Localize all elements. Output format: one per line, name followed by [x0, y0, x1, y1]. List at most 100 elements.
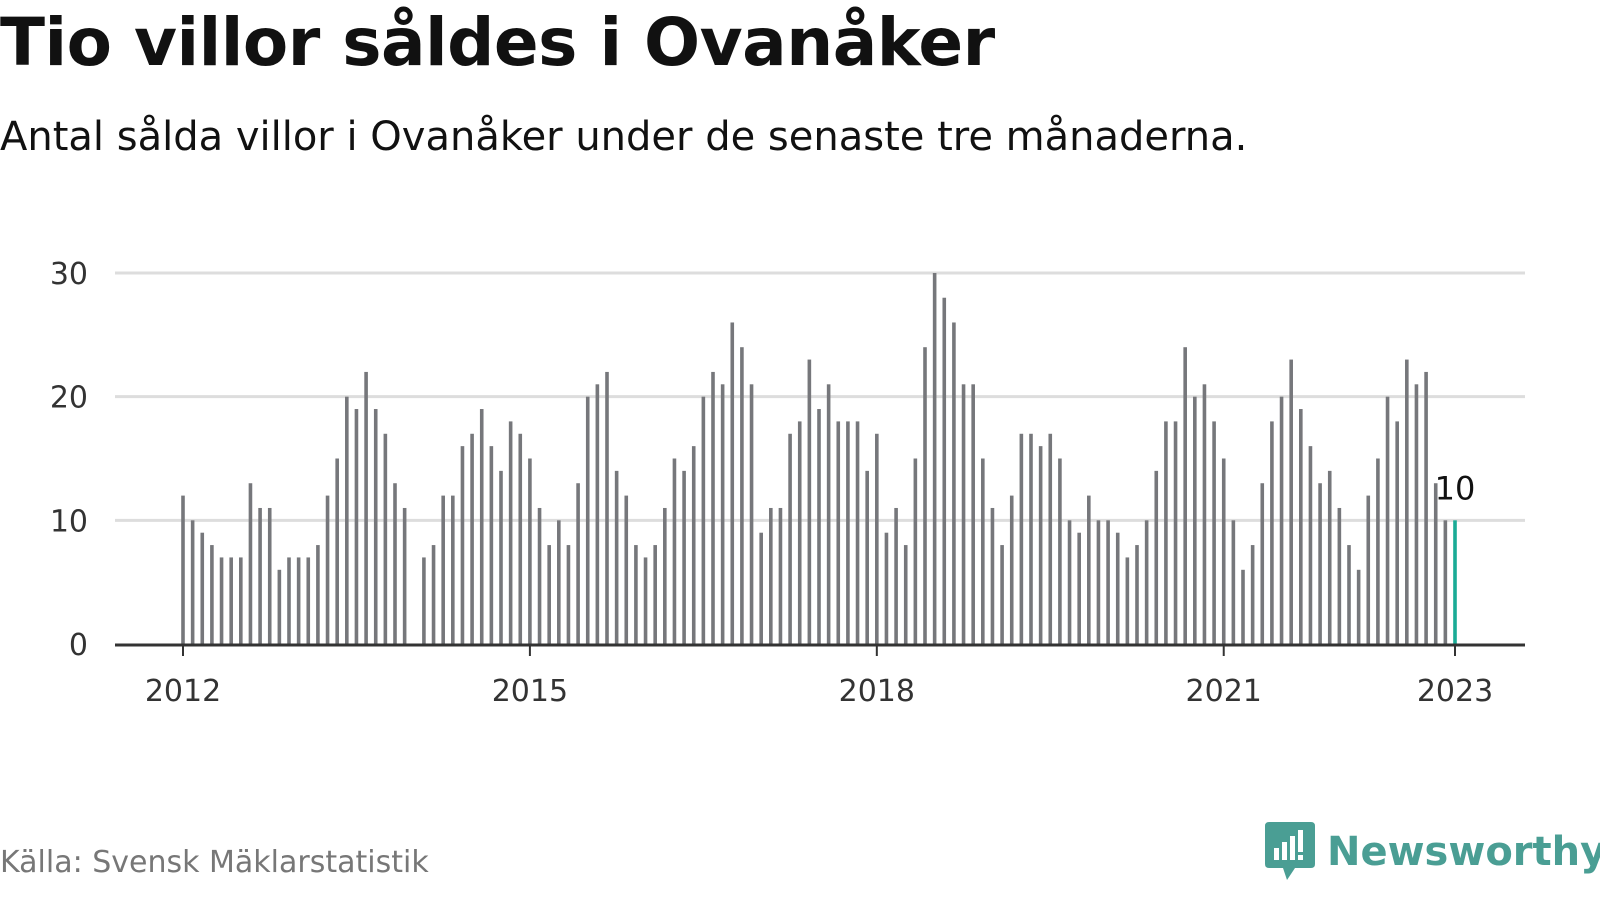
bar	[248, 483, 253, 644]
bar	[1154, 470, 1159, 644]
bar	[267, 507, 272, 644]
bar	[1077, 532, 1081, 644]
bar	[663, 507, 667, 644]
bar	[508, 421, 513, 644]
bar	[1433, 483, 1438, 644]
bar	[258, 507, 262, 644]
bar	[942, 297, 947, 644]
data-label-latest: 10	[1435, 469, 1476, 507]
x-tick-label: 2021	[1186, 674, 1262, 709]
bar	[682, 470, 686, 644]
bar	[306, 557, 311, 644]
bar	[653, 545, 657, 644]
bar	[1356, 569, 1361, 644]
bar	[335, 458, 339, 644]
bar	[431, 545, 436, 644]
bar	[778, 507, 783, 644]
bar	[219, 557, 224, 644]
y-tick-label: 0	[69, 628, 88, 663]
bar	[585, 396, 590, 644]
bar	[797, 421, 802, 644]
x-tick-label: 2018	[839, 674, 915, 709]
bar	[1405, 359, 1409, 644]
bar	[1347, 545, 1351, 644]
bar	[296, 557, 301, 644]
bar	[364, 371, 368, 644]
bar	[373, 409, 378, 644]
bar	[614, 470, 619, 644]
bar	[210, 545, 214, 644]
bar	[1231, 520, 1236, 644]
bar	[1087, 495, 1091, 644]
bar	[788, 433, 792, 644]
bar	[730, 322, 735, 644]
bar	[499, 470, 503, 644]
bar	[1183, 347, 1187, 644]
y-tick-label: 10	[50, 504, 88, 539]
bar	[711, 371, 715, 644]
bar	[1000, 545, 1004, 644]
bar	[518, 433, 523, 644]
bar	[634, 545, 638, 644]
brand-name: Newsworthy	[1327, 829, 1600, 875]
bar	[1212, 421, 1216, 644]
y-tick-label: 20	[50, 381, 88, 416]
bar	[817, 409, 821, 644]
bar	[1279, 396, 1284, 644]
bar	[537, 507, 542, 644]
bar	[1424, 371, 1428, 644]
x-tick-label: 2023	[1417, 674, 1493, 709]
bar	[894, 507, 898, 644]
bar	[1048, 433, 1053, 644]
bar	[229, 557, 233, 644]
bar	[990, 507, 995, 644]
bar	[855, 421, 860, 644]
bar	[720, 384, 725, 644]
bar	[749, 384, 754, 644]
bar	[1058, 458, 1062, 644]
bar	[479, 409, 484, 644]
bar	[913, 458, 918, 644]
source-note: Källa: Svensk Mäklarstatistik	[0, 845, 429, 880]
bar	[1327, 470, 1332, 644]
bar	[1337, 507, 1342, 644]
bar	[277, 569, 282, 644]
bar	[740, 347, 744, 644]
bar	[239, 557, 243, 644]
bar	[981, 458, 985, 644]
bar	[691, 446, 696, 644]
bar	[190, 520, 195, 644]
bar	[1202, 384, 1207, 644]
bar	[643, 557, 648, 644]
x-tick-label: 2012	[145, 674, 221, 709]
bar-chart-speech-bubble-icon	[1265, 822, 1315, 880]
bar	[470, 433, 474, 644]
bar	[1414, 384, 1419, 644]
bar	[932, 273, 937, 644]
bar	[971, 384, 975, 644]
bar	[1299, 409, 1303, 644]
bar	[1250, 545, 1255, 644]
bar	[769, 507, 773, 644]
bar	[846, 421, 850, 644]
bar	[528, 458, 532, 644]
bar	[1395, 421, 1399, 644]
bar	[1221, 458, 1226, 644]
brand-logo[interactable]: Newsworthy	[1265, 822, 1600, 882]
bar	[1038, 446, 1043, 644]
bar	[1067, 520, 1072, 644]
x-tick-label: 2015	[492, 674, 568, 709]
bar	[1385, 396, 1390, 644]
bar	[287, 557, 291, 644]
bar	[875, 433, 879, 644]
bar	[1125, 557, 1130, 644]
bar	[566, 545, 571, 644]
bar	[1173, 421, 1178, 644]
bar-chart: 0 10 20 30 2012 2015 2018 2021 2023 10	[50, 257, 1525, 709]
bar	[1289, 359, 1293, 644]
bar	[884, 532, 889, 644]
bar	[961, 384, 966, 644]
bar	[1318, 483, 1322, 644]
bar	[1443, 520, 1448, 644]
bar	[402, 507, 407, 644]
